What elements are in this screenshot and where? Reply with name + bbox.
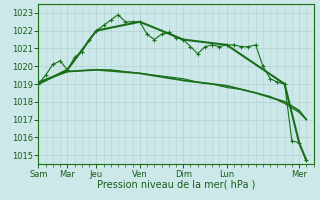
X-axis label: Pression niveau de la mer( hPa ): Pression niveau de la mer( hPa ) [97, 180, 255, 190]
